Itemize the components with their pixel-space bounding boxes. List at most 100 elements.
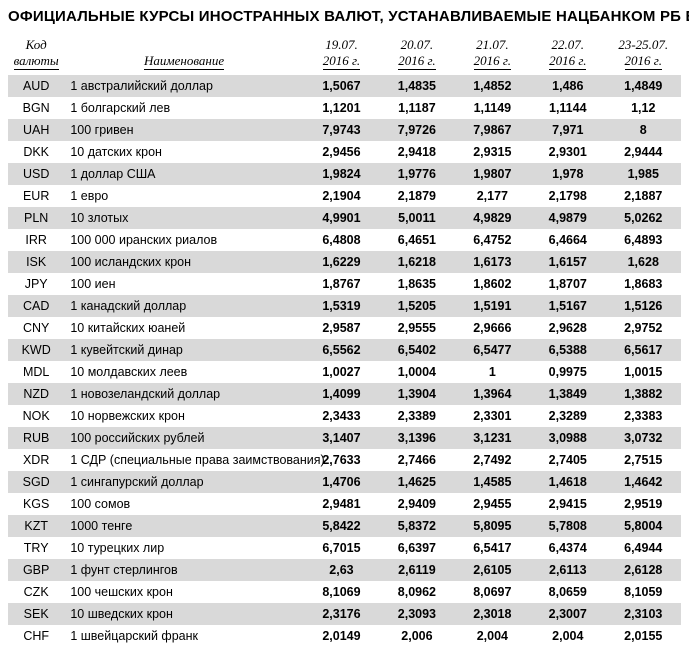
cell-name: 10 злотых <box>64 207 303 229</box>
col-d4: 22.07.2016 г. <box>530 35 605 75</box>
cell-value: 6,7015 <box>304 537 379 559</box>
cell-name: 10 китайских юаней <box>64 317 303 339</box>
cell-value: 1,6218 <box>379 251 454 273</box>
cell-value: 1,6157 <box>530 251 605 273</box>
cell-value: 6,5477 <box>455 339 530 361</box>
cell-value: 1,8767 <box>304 273 379 295</box>
cell-value: 1,628 <box>606 251 682 273</box>
table-row: SEK10 шведских крон2,31762,30932,30182,3… <box>8 603 681 625</box>
cell-value: 2,7405 <box>530 449 605 471</box>
table-row: ISK100 исландских крон1,62291,62181,6173… <box>8 251 681 273</box>
table-row: KZT1000 тенге5,84225,83725,80955,78085,8… <box>8 515 681 537</box>
col-name: Наименование <box>64 35 303 75</box>
cell-value: 2,7466 <box>379 449 454 471</box>
cell-code: KWD <box>8 339 64 361</box>
cell-value: 2,3018 <box>455 603 530 625</box>
cell-value: 1,8683 <box>606 273 682 295</box>
cell-value: 1,5205 <box>379 295 454 317</box>
cell-value: 6,4808 <box>304 229 379 251</box>
cell-name: 100 000 иранских риалов <box>64 229 303 251</box>
cell-value: 5,0011 <box>379 207 454 229</box>
cell-name: 1 канадский доллар <box>64 295 303 317</box>
cell-value: 2,9301 <box>530 141 605 163</box>
cell-value: 0,9975 <box>530 361 605 383</box>
header-row: Код валюты Наименование 19.07.2016 г. 20… <box>8 35 681 75</box>
cell-name: 1 новозеландский доллар <box>64 383 303 405</box>
cell-value: 8,0962 <box>379 581 454 603</box>
cell-value: 6,5402 <box>379 339 454 361</box>
cell-name: 1 болгарский лев <box>64 97 303 119</box>
cell-value: 2,3301 <box>455 405 530 427</box>
table-row: GBP1 фунт стерлингов2,632,61192,61052,61… <box>8 559 681 581</box>
cell-code: KGS <box>8 493 64 515</box>
cell-code: DKK <box>8 141 64 163</box>
table-row: UAH100 гривен7,97437,97267,98677,9718 <box>8 119 681 141</box>
cell-value: 1,4835 <box>379 75 454 97</box>
cell-value: 1 <box>455 361 530 383</box>
cell-value: 2,0155 <box>606 625 682 647</box>
cell-value: 2,3093 <box>379 603 454 625</box>
cell-value: 6,5617 <box>606 339 682 361</box>
cell-value: 2,9409 <box>379 493 454 515</box>
cell-value: 1,4585 <box>455 471 530 493</box>
cell-name: 1 евро <box>64 185 303 207</box>
cell-value: 3,0732 <box>606 427 682 449</box>
cell-value: 2,3176 <box>304 603 379 625</box>
cell-value: 2,006 <box>379 625 454 647</box>
cell-value: 1,3904 <box>379 383 454 405</box>
cell-value: 6,6397 <box>379 537 454 559</box>
cell-value: 5,8372 <box>379 515 454 537</box>
cell-value: 8,1069 <box>304 581 379 603</box>
cell-name: 100 иен <box>64 273 303 295</box>
cell-value: 6,4374 <box>530 537 605 559</box>
cell-value: 1,5126 <box>606 295 682 317</box>
page-title: ОФИЦИАЛЬНЫЕ КУРСЫ ИНОСТРАННЫХ ВАЛЮТ, УСТ… <box>8 8 681 25</box>
cell-value: 4,9829 <box>455 207 530 229</box>
cell-value: 6,4944 <box>606 537 682 559</box>
cell-value: 1,1201 <box>304 97 379 119</box>
cell-value: 2,004 <box>530 625 605 647</box>
table-row: DKK10 датских крон2,94562,94182,93152,93… <box>8 141 681 163</box>
cell-value: 6,4752 <box>455 229 530 251</box>
table-row: CNY10 китайских юаней2,95872,95552,96662… <box>8 317 681 339</box>
cell-name: 100 чешских крон <box>64 581 303 603</box>
cell-name: 10 молдавских леев <box>64 361 303 383</box>
cell-value: 1,6173 <box>455 251 530 273</box>
cell-value: 2,7492 <box>455 449 530 471</box>
table-row: AUD1 австралийский доллар1,50671,48351,4… <box>8 75 681 97</box>
table-row: NOK10 норвежских крон2,34332,33892,33012… <box>8 405 681 427</box>
cell-value: 1,9776 <box>379 163 454 185</box>
cell-name: 1 СДР (специальные права заимствования) <box>64 449 303 471</box>
cell-name: 10 норвежских крон <box>64 405 303 427</box>
rates-table: Код валюты Наименование 19.07.2016 г. 20… <box>8 35 681 647</box>
col-d1: 19.07.2016 г. <box>304 35 379 75</box>
cell-value: 1,9807 <box>455 163 530 185</box>
cell-value: 2,6119 <box>379 559 454 581</box>
cell-value: 1,3882 <box>606 383 682 405</box>
cell-code: GBP <box>8 559 64 581</box>
cell-code: TRY <box>8 537 64 559</box>
cell-code: MDL <box>8 361 64 383</box>
table-row: MDL10 молдавских леев1,00271,000410,9975… <box>8 361 681 383</box>
cell-value: 7,9867 <box>455 119 530 141</box>
cell-value: 6,4664 <box>530 229 605 251</box>
table-row: TRY10 турецких лир6,70156,63976,54176,43… <box>8 537 681 559</box>
cell-value: 3,1407 <box>304 427 379 449</box>
cell-value: 4,9879 <box>530 207 605 229</box>
cell-name: 10 датских крон <box>64 141 303 163</box>
cell-value: 2,9456 <box>304 141 379 163</box>
cell-value: 1,8635 <box>379 273 454 295</box>
cell-name: 100 гривен <box>64 119 303 141</box>
cell-value: 2,6128 <box>606 559 682 581</box>
table-row: USD1 доллар США1,98241,97761,98071,9781,… <box>8 163 681 185</box>
cell-value: 2,9752 <box>606 317 682 339</box>
cell-value: 2,9555 <box>379 317 454 339</box>
table-row: IRR100 000 иранских риалов6,48086,46516,… <box>8 229 681 251</box>
cell-value: 2,004 <box>455 625 530 647</box>
cell-value: 1,5191 <box>455 295 530 317</box>
cell-value: 1,4706 <box>304 471 379 493</box>
cell-value: 7,9743 <box>304 119 379 141</box>
cell-value: 5,8095 <box>455 515 530 537</box>
cell-value: 1,1187 <box>379 97 454 119</box>
cell-value: 1,4099 <box>304 383 379 405</box>
